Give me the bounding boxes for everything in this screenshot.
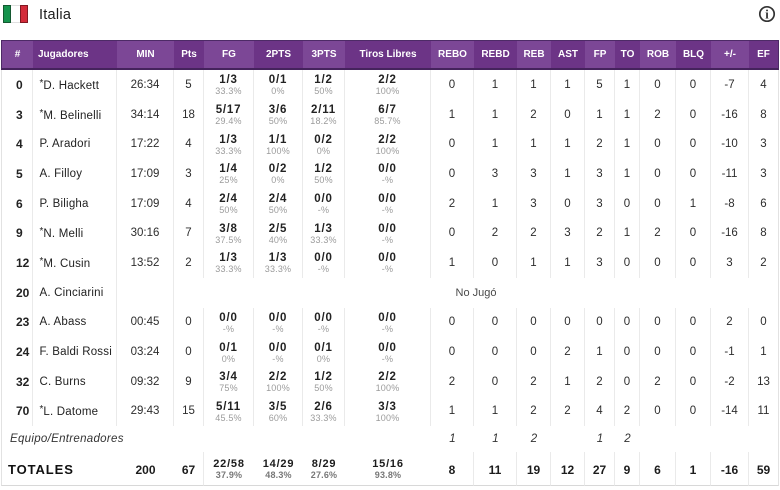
svg-text:i: i <box>765 8 769 22</box>
